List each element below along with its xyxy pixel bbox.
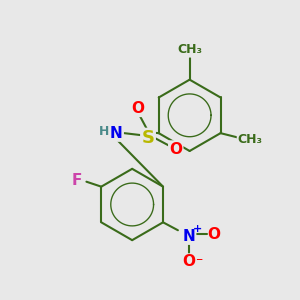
Text: H: H: [99, 125, 110, 138]
Text: N: N: [182, 229, 195, 244]
Text: O: O: [207, 227, 220, 242]
Text: O: O: [169, 142, 182, 157]
Text: ⁻: ⁻: [195, 255, 202, 269]
Text: +: +: [193, 224, 203, 234]
Text: O: O: [182, 254, 195, 269]
Text: CH₃: CH₃: [177, 44, 202, 56]
Text: S: S: [142, 129, 154, 147]
Text: O: O: [132, 101, 145, 116]
Text: F: F: [71, 173, 82, 188]
Text: CH₃: CH₃: [238, 133, 263, 146]
Text: N: N: [110, 126, 123, 141]
